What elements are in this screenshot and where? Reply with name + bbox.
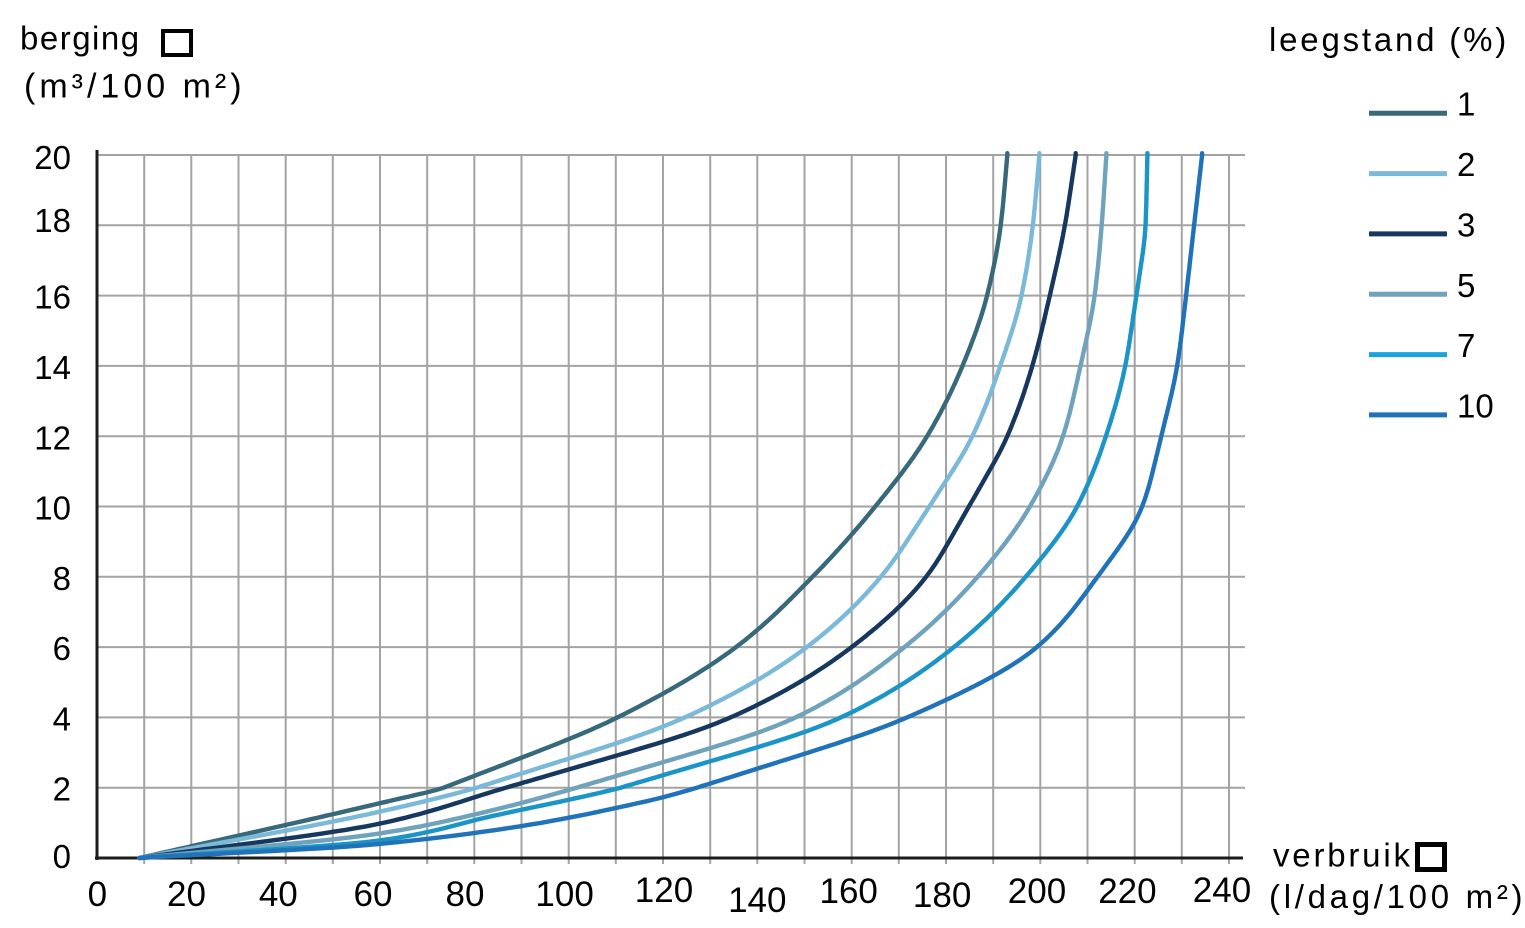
svg-text:18: 18 bbox=[34, 202, 71, 239]
svg-text:leegstand (%): leegstand (%) bbox=[1269, 21, 1509, 58]
svg-text:160: 160 bbox=[819, 872, 877, 911]
svg-text:7: 7 bbox=[1457, 327, 1475, 364]
svg-text:10: 10 bbox=[34, 490, 71, 527]
svg-text:10: 10 bbox=[1457, 387, 1494, 424]
svg-text:(l/dag/100 m²): (l/dag/100 m²) bbox=[1269, 878, 1525, 915]
svg-text:0: 0 bbox=[53, 838, 71, 875]
svg-text:140: 140 bbox=[728, 881, 786, 920]
svg-text:3: 3 bbox=[1457, 206, 1475, 243]
svg-text:verbruik: verbruik bbox=[1273, 837, 1413, 874]
svg-text:20: 20 bbox=[34, 139, 71, 176]
svg-text:20: 20 bbox=[167, 875, 206, 914]
svg-text:80: 80 bbox=[446, 875, 485, 914]
svg-text:2: 2 bbox=[53, 771, 71, 808]
svg-text:berging: berging bbox=[20, 20, 141, 57]
svg-text:6: 6 bbox=[53, 630, 71, 667]
svg-text:180: 180 bbox=[913, 876, 971, 915]
svg-text:220: 220 bbox=[1098, 872, 1156, 911]
svg-text:8: 8 bbox=[53, 560, 71, 597]
svg-text:40: 40 bbox=[259, 875, 298, 914]
svg-text:5: 5 bbox=[1457, 267, 1475, 304]
svg-text:100: 100 bbox=[535, 875, 593, 914]
svg-text:2: 2 bbox=[1457, 146, 1475, 183]
svg-text:12: 12 bbox=[34, 419, 71, 456]
svg-text:0: 0 bbox=[88, 875, 107, 914]
svg-text:240: 240 bbox=[1193, 871, 1251, 910]
svg-text:(m³/100 m²): (m³/100 m²) bbox=[24, 68, 246, 106]
svg-text:60: 60 bbox=[354, 875, 393, 914]
svg-text:4: 4 bbox=[53, 700, 71, 737]
svg-text:1: 1 bbox=[1457, 86, 1475, 123]
svg-text:120: 120 bbox=[635, 871, 693, 910]
svg-text:14: 14 bbox=[34, 349, 71, 386]
svg-text:200: 200 bbox=[1008, 872, 1066, 911]
svg-text:16: 16 bbox=[34, 279, 71, 316]
